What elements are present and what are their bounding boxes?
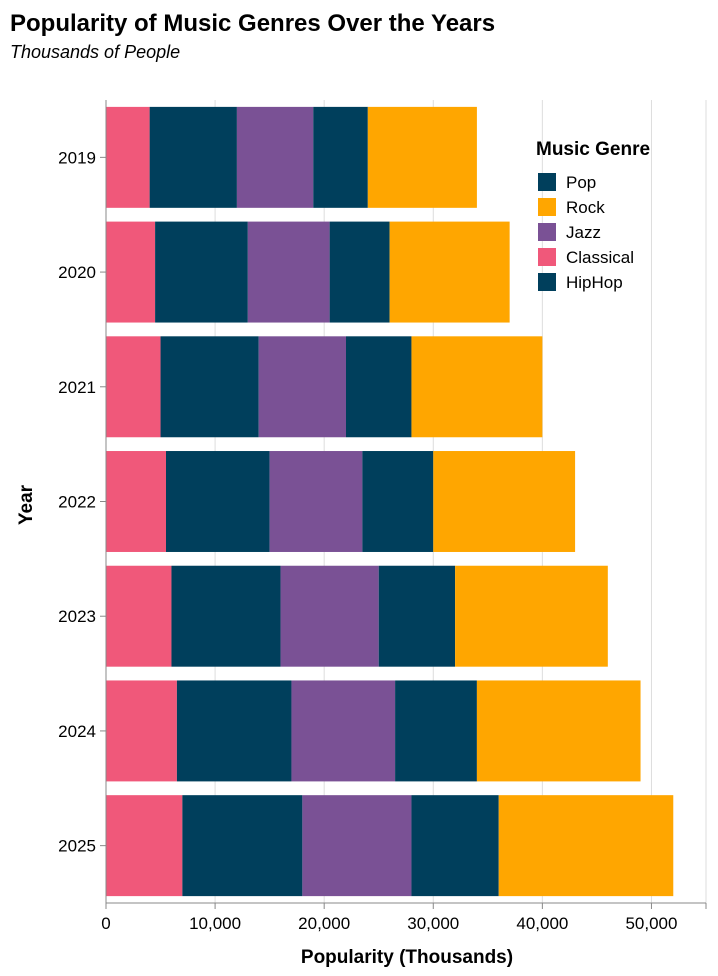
- y-tick-label: 2019: [58, 148, 96, 167]
- bar-jazz-2024: [291, 680, 396, 782]
- bar-pop-2024: [176, 680, 292, 782]
- legend: Music Genre Pop Rock Jazz Classical HipHop: [536, 139, 650, 292]
- legend-swatch-pop: [538, 173, 556, 191]
- bars: [106, 106, 674, 897]
- axes: 0 10,000 20,000 30,000 40,000 50,000 2019 2020 2…: [58, 100, 707, 933]
- bar-rock-2022: [433, 451, 576, 552]
- bar-hiphop-2022: [362, 451, 434, 552]
- legend-swatch-classical: [538, 248, 556, 266]
- legend-label-hiphop: HipHop: [566, 273, 623, 292]
- legend-label-classical: Classical: [566, 248, 634, 267]
- x-tick-label: 50,000: [625, 914, 677, 933]
- bar-pop-2020: [155, 221, 248, 323]
- bar-hiphop-2024: [395, 680, 477, 782]
- bar-hiphop-2021: [346, 336, 412, 438]
- bar-rock-2020: [389, 221, 510, 323]
- y-tick-label: 2022: [58, 493, 96, 512]
- bar-classical-2023: [106, 565, 172, 667]
- legend-swatch-hiphop: [538, 273, 556, 291]
- bar-hiphop-2020: [329, 221, 390, 323]
- bar-jazz-2023: [280, 565, 379, 667]
- bar-hiphop-2025: [411, 795, 499, 897]
- x-tick-label: 0: [101, 914, 110, 933]
- bar-rock-2021: [411, 336, 543, 438]
- bar-jazz-2025: [302, 795, 412, 897]
- x-axis-title: Popularity (Thousands): [301, 947, 513, 968]
- y-tick-label: 2025: [58, 837, 96, 856]
- bar-classical-2025: [106, 795, 183, 897]
- bar-classical-2019: [106, 106, 150, 208]
- bar-rock-2025: [498, 795, 674, 897]
- bar-rock-2024: [476, 680, 641, 782]
- bar-pop-2021: [160, 336, 259, 438]
- chart-subtitle: Thousands of People: [10, 42, 180, 62]
- y-tick-label: 2023: [58, 607, 96, 626]
- bar-pop-2022: [166, 451, 270, 552]
- bar-rock-2019: [367, 106, 477, 208]
- legend-title: Music Genre: [536, 139, 650, 160]
- bar-jazz-2022: [269, 451, 363, 552]
- chart-title: Popularity of Music Genres Over the Year…: [10, 10, 495, 37]
- y-tick-label: 2021: [58, 378, 96, 397]
- bar-classical-2020: [106, 221, 156, 323]
- x-tick-label: 40,000: [516, 914, 568, 933]
- bar-hiphop-2023: [378, 565, 456, 667]
- x-tick-label: 20,000: [298, 914, 350, 933]
- bar-rock-2023: [455, 565, 608, 667]
- legend-swatch-rock: [538, 198, 556, 216]
- bar-pop-2023: [171, 565, 281, 667]
- legend-label-jazz: Jazz: [566, 223, 601, 242]
- x-tick-label: 10,000: [189, 914, 241, 933]
- bar-classical-2021: [106, 336, 161, 438]
- legend-label-pop: Pop: [566, 173, 596, 192]
- bar-pop-2019: [149, 106, 237, 208]
- y-axis-title: Year: [16, 484, 37, 525]
- y-tick-label: 2020: [58, 263, 96, 282]
- bar-classical-2024: [106, 680, 177, 782]
- bar-classical-2022: [106, 451, 166, 552]
- legend-swatch-jazz: [538, 223, 556, 241]
- y-tick-label: 2024: [58, 722, 96, 741]
- bar-jazz-2021: [258, 336, 346, 438]
- bar-jazz-2019: [236, 106, 314, 208]
- legend-label-rock: Rock: [566, 198, 605, 217]
- bar-hiphop-2019: [313, 106, 368, 208]
- bar-jazz-2020: [247, 221, 330, 323]
- x-tick-label: 30,000: [407, 914, 459, 933]
- bar-pop-2025: [182, 795, 303, 897]
